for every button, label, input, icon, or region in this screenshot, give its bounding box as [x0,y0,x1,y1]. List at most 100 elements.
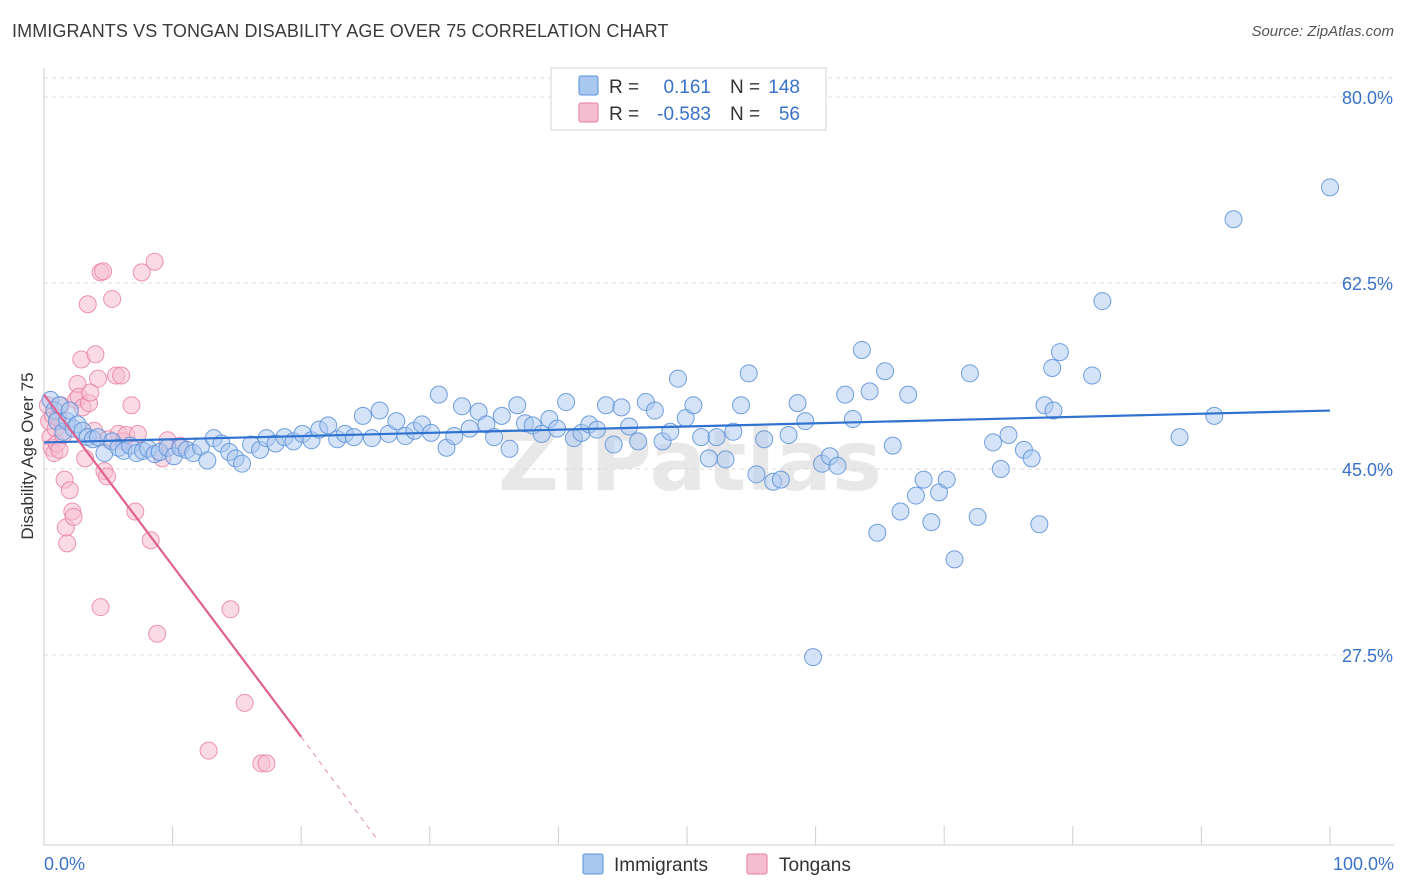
legend-swatch-immigrants [578,75,599,96]
immigrants-point [596,396,615,415]
immigrants-point [747,465,766,484]
immigrants-point [1224,210,1243,229]
immigrants-point [1093,292,1112,311]
tongans-point [94,262,113,281]
immigrants-point [1050,343,1069,362]
immigrants-point [508,396,527,415]
y-tick-label: 27.5% [1342,646,1393,666]
immigrants-point [937,470,956,489]
tongans-point [126,502,145,521]
immigrants-point [991,460,1010,478]
legend-n-label-1: N = [730,77,760,98]
immigrants-point [668,369,687,388]
immigrants-point [699,449,718,468]
immigrants-point [604,435,623,454]
immigrants-point [460,419,479,438]
tongans-point [132,263,151,282]
immigrants-point [788,394,807,413]
y-tick-labels: 27.5% 45.0% 62.5% 80.0% [1342,88,1393,666]
immigrants-point [860,382,879,401]
immigrants-point [914,470,933,489]
tongans-trend-extension [300,736,379,842]
immigrants-point [557,393,576,412]
immigrants-point [707,428,726,447]
tongans-point [89,369,108,388]
y-tick-label: 62.5% [1342,274,1393,294]
immigrants-point [1083,366,1102,385]
tongans-point [148,624,167,643]
tongans-point [199,741,218,760]
tongans-point [78,295,97,314]
tongans-point [91,598,110,617]
bottom-legend-label-tongans: Tongans [779,855,851,876]
tongans-point [112,366,131,385]
immigrants-point [362,429,381,448]
tongans-point [60,481,79,500]
immigrants-point [445,427,464,446]
y-axis-label: Disability Age Over 75 [18,372,37,539]
x-tick-label-min: 0.0% [44,854,85,874]
immigrants-point [968,507,987,526]
immigrants-point [716,450,735,469]
immigrants-point [485,428,504,447]
legend-r-value-1: 0.161 [663,77,711,98]
immigrants-point [1043,359,1062,378]
immigrants-point [60,401,79,420]
immigrants-point [852,340,871,359]
immigrants-point [945,550,964,569]
tongans-point [103,289,122,308]
bottom-legend-swatch-immigrants [582,853,604,875]
legend-r-label-1: R = [609,77,639,98]
immigrants-point [1170,428,1189,447]
legend-n-value-1: 148 [768,77,800,98]
immigrants-point [645,401,664,420]
immigrants-point [999,425,1018,444]
immigrants-point [198,451,217,470]
immigrants-point [804,648,823,667]
source-credit: Source: ZipAtlas.com [1251,23,1394,40]
immigrants-point [629,432,648,451]
legend-n-label-2: N = [730,104,760,125]
tongans-point [145,252,164,271]
tongans-point [122,396,141,415]
immigrants-point [344,428,363,447]
tongans-point [64,507,83,526]
legend-r-value-2: -0.583 [657,104,711,125]
tongans-trend-line [43,393,303,738]
immigrants-point [1321,178,1339,197]
immigrants-point [692,428,711,447]
immigrants-point [620,417,639,436]
bottom-legend: Immigrants Tongans [582,853,851,876]
tongans-point [81,383,100,402]
tongans-point [141,531,160,550]
legend-r-label-2: R = [609,104,639,125]
immigrants-point [370,401,389,420]
immigrants-point [732,396,751,415]
trend-lines [43,393,1331,842]
immigrants-point [429,385,448,404]
tongans-point [58,534,77,553]
immigrants-point [960,364,979,383]
immigrants-point [724,422,743,441]
immigrants-point [922,513,941,532]
immigrants-point [319,416,338,435]
immigrants-point [843,410,862,429]
bottom-legend-label-immigrants: Immigrants [614,855,708,876]
immigrants-point [500,439,519,458]
immigrants-point [387,412,406,431]
immigrants-point [899,385,918,404]
immigrants-point [796,412,815,431]
immigrants-point [1205,406,1224,425]
immigrants-point [452,397,471,416]
immigrants-point [1044,401,1063,420]
immigrants-point [532,424,551,443]
legend-n-value-2: 56 [779,104,800,125]
immigrants-point [755,430,774,449]
tongans-point [221,600,240,619]
immigrants-point [984,433,1003,452]
immigrants-point [828,456,847,475]
immigrants-point [868,523,887,542]
immigrants-point [739,364,758,383]
tongans-point [235,693,254,712]
tongans-points [38,252,276,773]
